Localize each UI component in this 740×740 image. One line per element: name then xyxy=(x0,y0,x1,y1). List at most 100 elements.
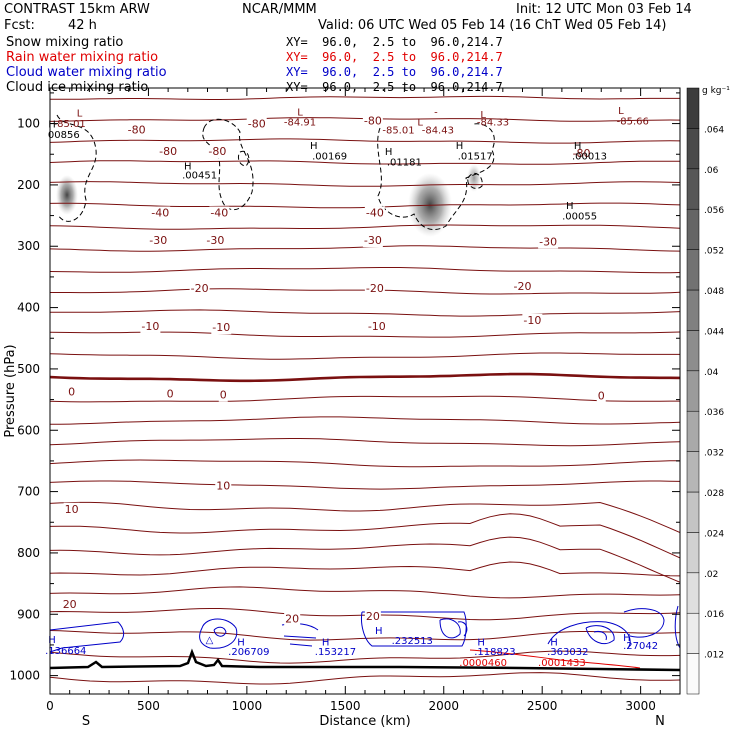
forecast-label: Fcst: xyxy=(4,18,35,33)
isotherm-label: 0 xyxy=(220,389,227,402)
isotherm xyxy=(50,672,680,685)
field-name-cloud-water: Cloud water mixing ratio xyxy=(6,65,167,80)
y-tick-label: 700 xyxy=(17,485,40,499)
isotherm xyxy=(50,416,680,425)
isotherm xyxy=(50,352,680,360)
colorbar-tick-label: .04 xyxy=(704,368,719,378)
label-background xyxy=(211,321,232,335)
isotherm xyxy=(50,267,680,274)
cloud-water-contour xyxy=(281,623,319,647)
isotherm xyxy=(50,650,680,664)
colorbar-swatch xyxy=(686,653,700,695)
label-background xyxy=(364,281,385,295)
extremum-label: H xyxy=(237,637,245,648)
extremum-label: -85.66 xyxy=(617,117,649,128)
extremum-label: 00856 xyxy=(48,130,80,141)
terrain-line xyxy=(49,648,681,672)
label-background xyxy=(63,502,80,516)
init-time: Init: 12 UTC Mon 03 Feb 14 xyxy=(516,2,692,17)
isotherm xyxy=(50,309,680,317)
x-end-label: N xyxy=(655,714,665,729)
extremum-label: H xyxy=(566,201,574,212)
label-background xyxy=(512,280,533,294)
isotherm-label: 20 xyxy=(285,613,299,626)
colorbar-swatch xyxy=(686,370,700,412)
y-tick-label: 600 xyxy=(17,423,40,437)
extremum-label: -85.01 xyxy=(382,126,414,137)
cloud-water-contour xyxy=(199,618,238,649)
isotherm-label: -40 xyxy=(151,207,169,220)
label-background xyxy=(150,206,171,220)
extremum-label: H xyxy=(375,626,383,637)
ice-contour xyxy=(467,173,483,189)
x-start-label: S xyxy=(82,714,90,729)
isotherm-label: -20 xyxy=(191,282,209,295)
isotherm xyxy=(50,95,680,100)
y-tick-label: 300 xyxy=(17,239,40,253)
isotherm-label: -30 xyxy=(539,235,557,248)
colorbar-tick-label: .048 xyxy=(704,287,724,297)
y-tick-label: 100 xyxy=(17,117,40,131)
extremum-label: L xyxy=(618,106,624,117)
label-background xyxy=(148,234,169,248)
extremum-label: L xyxy=(297,107,303,118)
isotherm-label: -20 xyxy=(514,280,532,293)
extremum-label: .01181 xyxy=(387,158,422,169)
extremum-label: -84.43 xyxy=(422,126,454,137)
isotherm xyxy=(50,586,680,599)
colorbar-swatch xyxy=(686,410,700,452)
isotherm-label: -10 xyxy=(141,320,159,333)
cloud-water-contour xyxy=(213,626,227,637)
zero-isotherm xyxy=(50,372,680,383)
extremum-label: .136664 xyxy=(45,646,86,657)
label-background xyxy=(596,389,606,403)
isotherm-label: -10 xyxy=(368,320,386,333)
isotherm-label: 20 xyxy=(366,610,380,623)
isotherm xyxy=(50,480,680,490)
isotherm-label: -30 xyxy=(149,234,167,247)
x-tick-label: 1500 xyxy=(330,699,361,713)
extremum-label: .00169 xyxy=(312,151,347,162)
extremum-label: .00055 xyxy=(562,212,597,223)
isotherm xyxy=(50,181,680,187)
label-background xyxy=(61,597,78,611)
label-background xyxy=(165,387,175,401)
extremum-label: -84.33 xyxy=(477,118,509,129)
isotherm-label: 0 xyxy=(167,387,174,400)
colorbar-tick-label: .044 xyxy=(704,327,724,337)
cloud-water-contour xyxy=(623,608,665,638)
field-name-rain: Rain water mixing ratio xyxy=(6,50,159,65)
y-tick-label: 1000 xyxy=(9,669,40,683)
extremum-label: L xyxy=(77,109,83,120)
isotherm xyxy=(50,536,680,583)
colorbar-tick-label: .016 xyxy=(704,610,724,620)
x-tick-label: 1000 xyxy=(232,699,263,713)
cloud-water-contour xyxy=(593,631,607,641)
extremum-label: L xyxy=(417,118,423,129)
field-xy-cloud-water: XY= 96.0, 2.5 to 96.0,214.7 xyxy=(286,65,503,79)
label-background xyxy=(538,235,559,249)
y-tick-label: 900 xyxy=(17,607,40,621)
extremum-label: H xyxy=(310,141,318,152)
colorbar-tick-label: .056 xyxy=(704,206,724,216)
extremum-label: .206709 xyxy=(228,647,269,658)
colorbar-tick-label: .064 xyxy=(704,125,724,135)
isotherm-label: -10 xyxy=(212,321,230,334)
label-background xyxy=(205,234,226,248)
extremum-label: .27042 xyxy=(623,641,658,652)
label-background xyxy=(126,123,147,137)
isotherm xyxy=(50,395,680,403)
colorbar-swatch xyxy=(686,128,700,170)
isotherm xyxy=(50,513,680,559)
isotherm-label: -80 xyxy=(364,115,382,128)
isotherm-label: 20 xyxy=(63,598,77,611)
isotherm-label: -80 xyxy=(128,124,146,137)
isotherm xyxy=(50,160,680,165)
ice-contour xyxy=(202,118,254,210)
x-tick-label: 500 xyxy=(137,699,160,713)
colorbar-tick-label: .036 xyxy=(704,408,724,418)
label-background xyxy=(366,319,387,333)
y-axis-label: Pressure (hPa) xyxy=(3,344,18,437)
extremum-label: - xyxy=(434,107,438,118)
